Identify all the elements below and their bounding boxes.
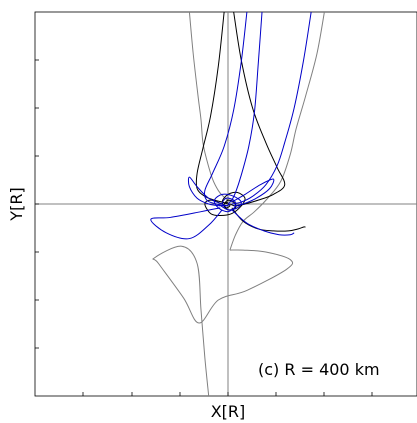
trajectory-line xyxy=(231,178,275,207)
trajectory-line xyxy=(231,207,306,232)
series-layer xyxy=(150,12,325,396)
trajectory-line xyxy=(150,207,223,240)
trajectory-line xyxy=(231,209,295,236)
trajectory-line xyxy=(203,12,248,207)
series-group-2 xyxy=(150,12,312,240)
axis-ticks xyxy=(35,59,373,396)
y-axis-label: Y[R] xyxy=(7,187,26,221)
plot-area xyxy=(34,11,417,397)
x-axis-label: X[R] xyxy=(211,402,246,421)
panel-annotation: (c) R = 400 km xyxy=(258,360,380,379)
trajectory-line xyxy=(187,176,223,207)
trajectory-line xyxy=(229,12,325,251)
trajectory-line xyxy=(231,12,312,205)
trajectory-line xyxy=(152,245,294,396)
trajectory-line xyxy=(213,193,242,213)
